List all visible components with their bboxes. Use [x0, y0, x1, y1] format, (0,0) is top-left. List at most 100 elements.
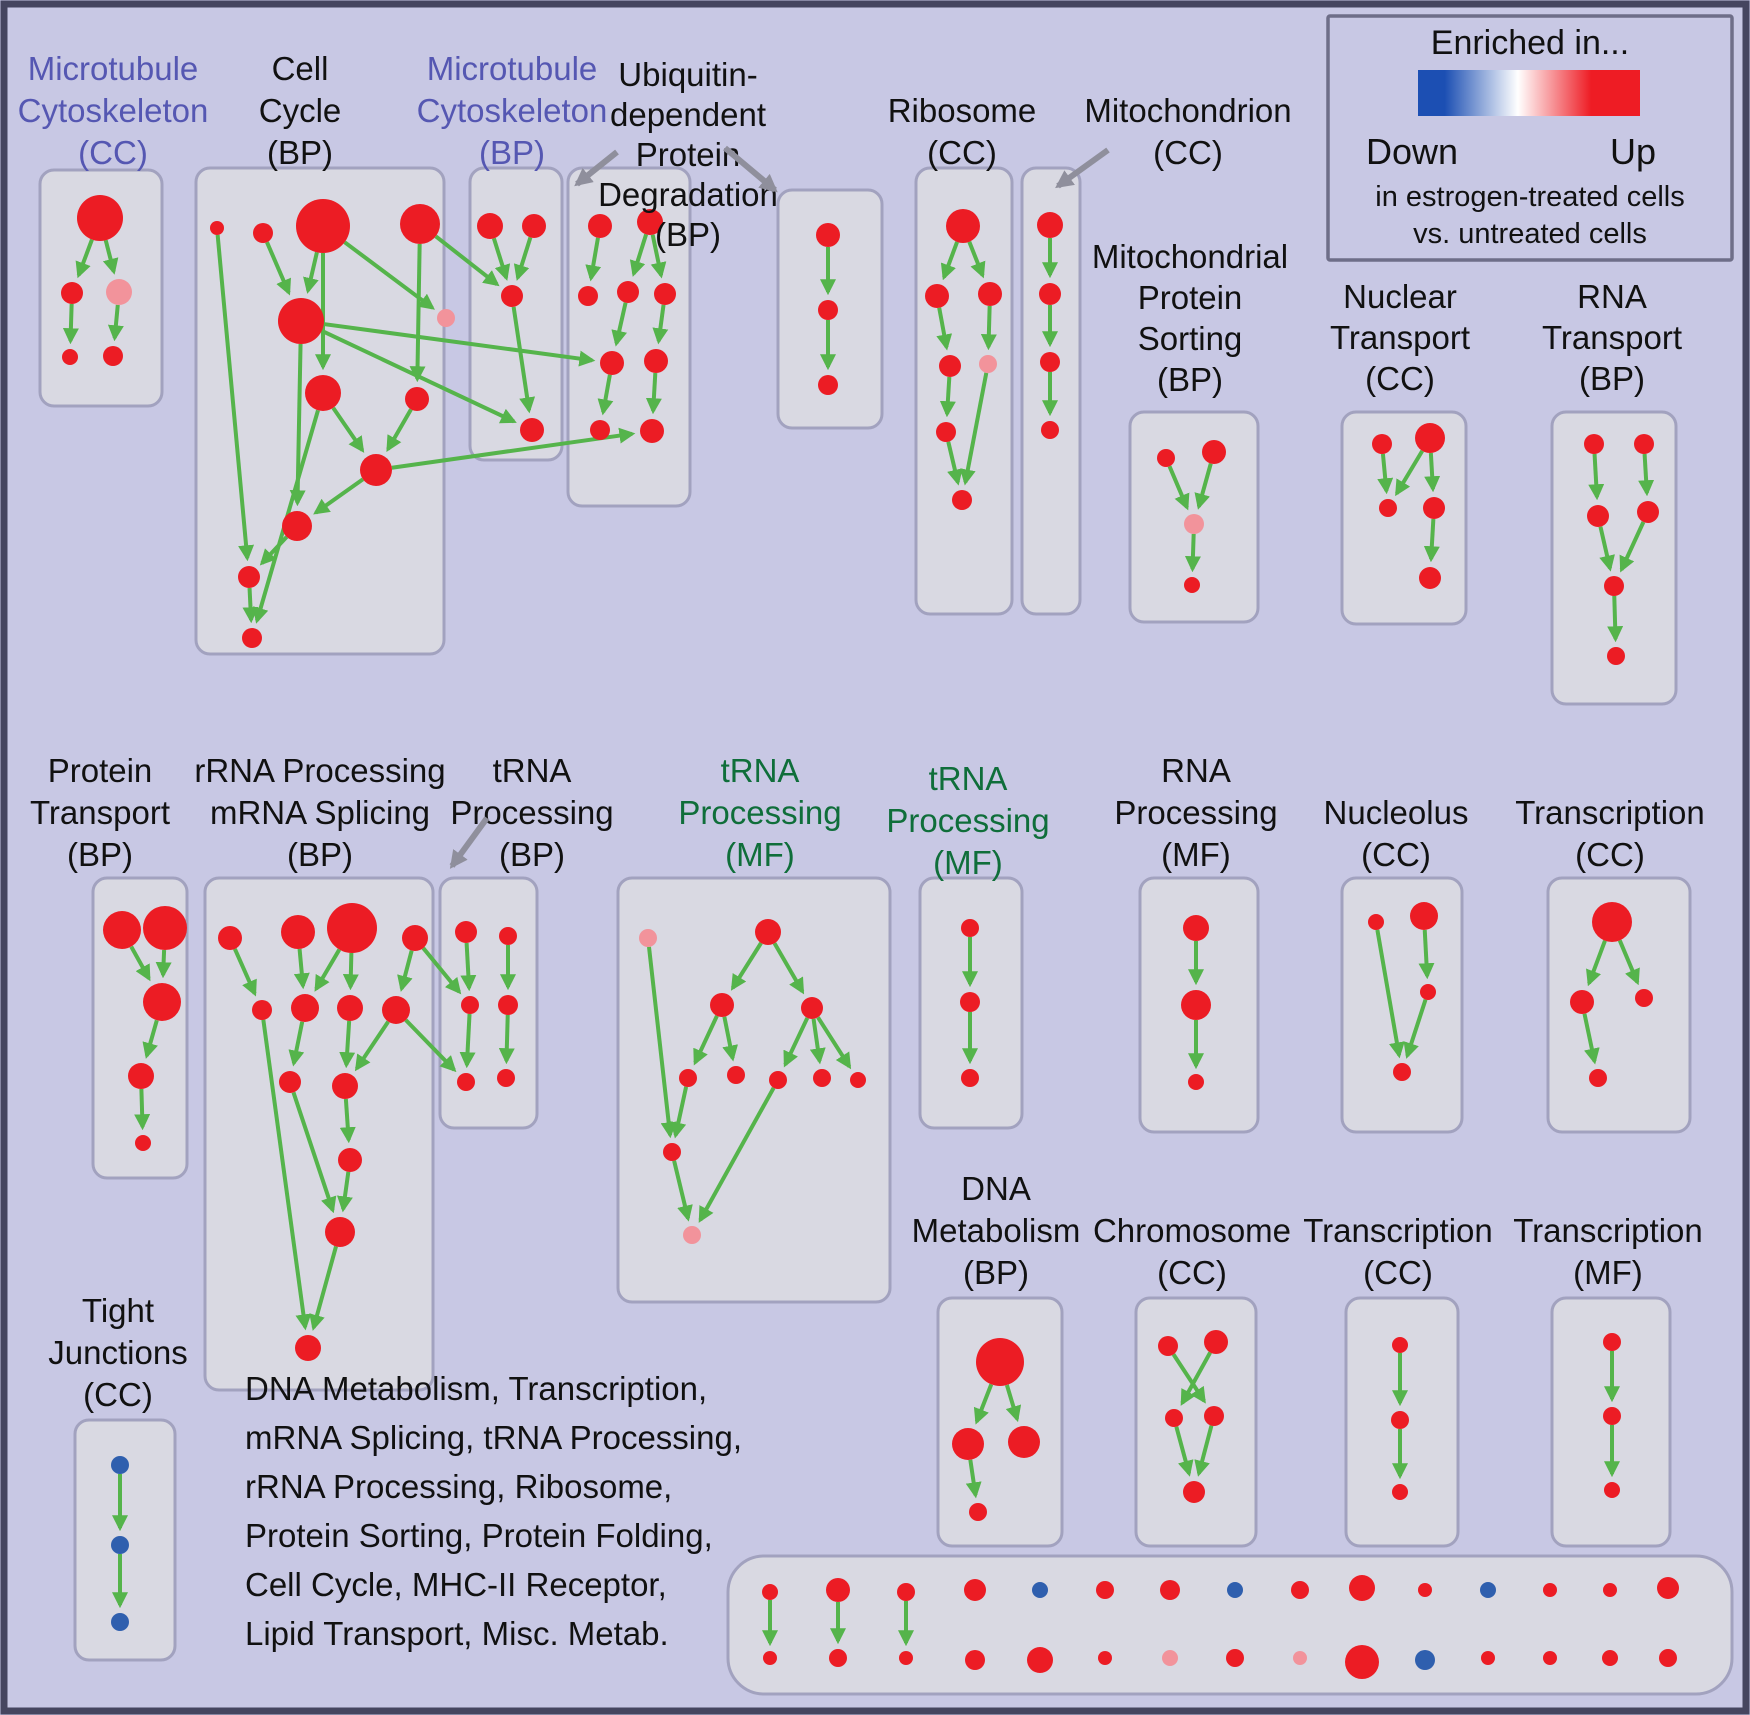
- transcription-cc-middle-box: [1546, 876, 1692, 1134]
- go-term-node: [497, 1069, 515, 1087]
- go-term-node: [939, 355, 961, 377]
- edge-arrow: [647, 946, 677, 1139]
- edge-arrow: [1171, 1353, 1206, 1404]
- go-term-node: [801, 997, 823, 1019]
- go-term-node: [437, 309, 455, 327]
- go-term-node: [1423, 497, 1445, 519]
- go-term-node: [1096, 1581, 1114, 1599]
- go-term-node: [1589, 1069, 1607, 1087]
- go-term-node: [816, 223, 840, 247]
- legend-down-label: Down: [1366, 131, 1458, 172]
- go-term-node: [936, 422, 956, 442]
- go-term-node: [1420, 984, 1436, 1000]
- edge-arrow: [1004, 1384, 1022, 1423]
- go-term-node: [1410, 902, 1438, 930]
- go-term-node: [1027, 1647, 1053, 1673]
- ubiquitin-dependent-protein-degradation-bp-label: dependent: [610, 96, 766, 133]
- edge-arrow: [1194, 1425, 1214, 1477]
- chromosome-cc-box: [1134, 1296, 1258, 1548]
- go-term-node: [683, 1226, 701, 1244]
- edge-arrow: [421, 946, 462, 995]
- edge-arrow: [1194, 463, 1213, 510]
- go-term-node: [899, 1651, 913, 1665]
- edge-arrow: [155, 949, 172, 979]
- misc-terms-text-block: DNA Metabolism, Transcription, mRNA Spli…: [245, 1370, 742, 1652]
- edge-arrow: [936, 307, 953, 351]
- mitochondrial-protein-sorting-bp-label: Sorting: [1138, 320, 1243, 357]
- edge-arrow: [434, 234, 500, 287]
- protein-transport-bp-label: Transport: [30, 794, 170, 831]
- edge-arrow: [233, 948, 257, 997]
- go-term-node: [296, 199, 350, 253]
- tight-junctions-cc-label: Tight: [82, 1292, 154, 1329]
- mitochondrion-cc-label: Mitochondrion: [1084, 92, 1291, 129]
- go-term-node: [1635, 989, 1653, 1007]
- go-term-node: [818, 300, 838, 320]
- ubiquitin-dependent-protein-degradation-bp-label: Degradation: [598, 176, 778, 213]
- edge-arrow: [75, 238, 94, 279]
- go-term-node: [1607, 647, 1625, 665]
- go-term-node: [325, 1217, 355, 1247]
- legend-gradient-bar: [1418, 70, 1640, 116]
- edges-layer: [62, 233, 1655, 1647]
- edge-arrow: [134, 1088, 151, 1131]
- edge-arrow: [959, 372, 989, 486]
- mixed-terms-strip-box: [726, 1554, 1734, 1696]
- go-term-node: [818, 375, 838, 395]
- go-term-node: [960, 992, 980, 1012]
- go-term-node: [281, 915, 315, 949]
- go-term-node: [1657, 1577, 1679, 1599]
- go-term-node: [1008, 1426, 1040, 1458]
- edge-arrow: [491, 237, 511, 281]
- go-term-node: [1039, 283, 1061, 305]
- go-term-node: [1226, 1649, 1244, 1667]
- go-term-node: [1158, 1336, 1178, 1356]
- edge-arrow: [645, 372, 662, 415]
- edge-arrow: [397, 950, 414, 992]
- edge-arrow: [1184, 533, 1201, 573]
- transcription-cc-middle-label: Transcription: [1515, 794, 1705, 831]
- go-term-node: [978, 282, 1002, 306]
- go-term-node: [338, 1148, 362, 1172]
- go-term-node: [278, 298, 324, 344]
- edge-arrow: [342, 952, 359, 991]
- go-term-node: [1098, 1651, 1112, 1665]
- misc-terms-line: Protein Sorting, Protein Folding,: [245, 1517, 713, 1554]
- go-term-node: [600, 351, 624, 375]
- go-term-node: [663, 1143, 681, 1161]
- edge-arrow: [698, 1086, 776, 1223]
- nucleolus-cc-label: Nucleolus: [1324, 794, 1469, 831]
- go-term-node: [1604, 1482, 1620, 1498]
- edge-arrow: [313, 477, 365, 515]
- go-term-node: [77, 195, 123, 241]
- go-term-node: [143, 983, 181, 1021]
- annotation-arrow: [449, 816, 490, 869]
- misc-terms-line: rRNA Processing, Ribosome,: [245, 1468, 672, 1505]
- nuclear-transport-cc-label: Transport: [1330, 319, 1470, 356]
- edge-arrow: [1423, 518, 1440, 563]
- dna-metabolism-bp-label: Metabolism: [912, 1212, 1081, 1249]
- chromosome-cc-label: (CC): [1157, 1254, 1227, 1291]
- edge-arrow: [309, 1245, 338, 1331]
- go-term-node: [106, 279, 132, 305]
- edge-arrow: [265, 241, 291, 296]
- edge-arrow: [320, 329, 517, 424]
- edge-arrow: [1638, 453, 1655, 497]
- go-term-node: [946, 209, 980, 243]
- trna-processing-bp-label: (BP): [499, 836, 565, 873]
- go-term-node: [501, 285, 523, 307]
- go-term-node: [813, 1069, 831, 1087]
- go-term-node: [103, 911, 141, 949]
- edge-arrow: [965, 1459, 982, 1499]
- edge-arrow: [215, 234, 255, 562]
- dna-metabolism-bp-label: (BP): [963, 1254, 1029, 1291]
- go-term-node: [710, 993, 734, 1017]
- go-term-node: [62, 349, 78, 365]
- edge-arrow: [242, 587, 259, 624]
- go-term-node: [644, 349, 668, 373]
- go-term-node: [1603, 1583, 1617, 1597]
- protein-transport-bp-label: (BP): [67, 836, 133, 873]
- go-term-node: [1634, 434, 1654, 454]
- go-term-node: [1603, 1333, 1621, 1351]
